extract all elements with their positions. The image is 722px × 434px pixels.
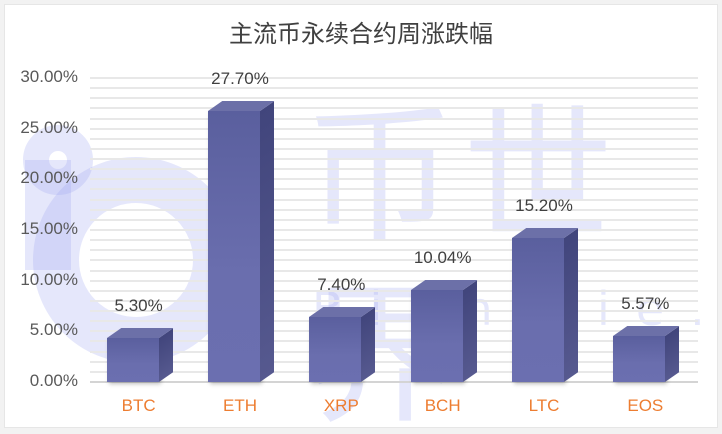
- gridline: [90, 147, 698, 150]
- x-category-label: LTC: [528, 396, 560, 415]
- gridline: [90, 340, 698, 343]
- gridline: [90, 320, 698, 323]
- bar-side: [564, 228, 578, 382]
- bar-xrp: [309, 307, 376, 382]
- x-category-label: XRP: [323, 396, 359, 415]
- x-category-label: BCH: [424, 396, 461, 415]
- gridline: [90, 360, 698, 363]
- gridline: [90, 259, 698, 262]
- gridline: [90, 370, 698, 373]
- bar-front: [613, 335, 666, 382]
- bar-eth: [208, 101, 275, 382]
- gridline: [90, 127, 698, 130]
- x-category-label: ETH: [223, 396, 257, 415]
- bar-front: [309, 317, 362, 382]
- y-tick-label: 10.00%: [20, 269, 78, 289]
- gridline: [90, 168, 698, 171]
- y-tick-label: 20.00%: [20, 168, 78, 188]
- gridline: [90, 330, 698, 333]
- bar-ltc: [512, 227, 579, 382]
- gridline: [90, 97, 698, 100]
- gridline: [90, 158, 698, 161]
- bar-front: [410, 290, 463, 382]
- gridline: [90, 279, 698, 282]
- chart-title: 主流币永续合约周涨跌幅: [229, 20, 493, 48]
- gridline: [90, 350, 698, 353]
- y-tick-label: 25.00%: [20, 117, 78, 137]
- x-category-label: EOS: [627, 396, 664, 415]
- y-tick-label: 15.00%: [20, 219, 78, 238]
- gridline: [90, 310, 698, 313]
- gridline: [90, 289, 698, 292]
- gridline: [90, 178, 698, 181]
- gridline: [90, 107, 698, 110]
- value-label: 15.20%: [515, 195, 573, 215]
- value-label: 10.04%: [413, 248, 472, 268]
- value-label: 5.30%: [114, 296, 163, 316]
- gridline: [90, 137, 698, 140]
- gridline: [90, 269, 698, 272]
- y-tick-label: 30.00%: [20, 67, 78, 86]
- gridline: [90, 208, 698, 211]
- x-axis-line: [90, 381, 698, 383]
- gridline: [90, 239, 698, 242]
- value-label: 27.70%: [211, 69, 269, 89]
- x-category-label: BTC: [121, 396, 156, 415]
- bar-front: [208, 111, 260, 382]
- gridline: [90, 299, 698, 302]
- bar-side: [260, 101, 274, 382]
- gridline: [90, 198, 698, 201]
- bar-front: [106, 338, 159, 382]
- gridline: [90, 77, 698, 79]
- bar-front: [512, 237, 564, 382]
- bar-eos: [613, 325, 680, 382]
- bar-side: [361, 307, 376, 382]
- bar-side: [462, 280, 477, 382]
- bar-bch: [410, 280, 477, 382]
- y-tick-label: 0.00%: [29, 371, 78, 390]
- gridline: [90, 249, 698, 252]
- gridline: [90, 87, 698, 90]
- gridline: [90, 117, 698, 120]
- value-label: 7.40%: [317, 275, 366, 294]
- plot-area: [90, 77, 698, 383]
- bar-btc: [106, 328, 173, 382]
- gridline: [90, 218, 698, 221]
- y-tick-label: 5.00%: [29, 320, 78, 340]
- gridline: [90, 229, 698, 231]
- gridline: [90, 188, 698, 191]
- value-label: 5.57%: [621, 293, 670, 313]
